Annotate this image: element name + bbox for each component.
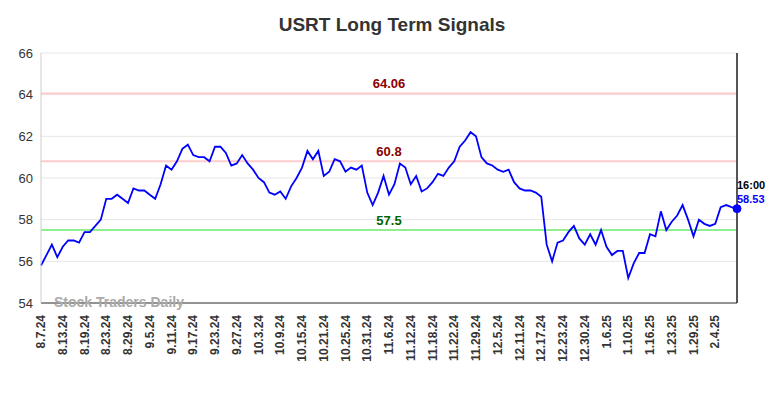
svg-text:1.10.25: 1.10.25 [621, 315, 635, 355]
svg-text:2.4.25: 2.4.25 [708, 315, 722, 349]
svg-text:60.8: 60.8 [376, 144, 401, 159]
svg-text:10.31.24: 10.31.24 [360, 315, 374, 362]
svg-text:8.19.24: 8.19.24 [78, 315, 92, 355]
svg-text:9.27.24: 9.27.24 [230, 315, 244, 355]
svg-text:1.29.25: 1.29.25 [687, 315, 701, 355]
svg-text:12.5.24: 12.5.24 [491, 315, 505, 355]
html-text:Stock Traders Daily: Stock Traders Daily [54, 294, 184, 310]
svg-text:1.16.25: 1.16.25 [643, 315, 657, 355]
svg-text:11.6.24: 11.6.24 [382, 315, 396, 355]
svg-text:57.5: 57.5 [376, 213, 401, 228]
svg-text:11.29.24: 11.29.24 [469, 315, 483, 361]
svg-text:1.6.25: 1.6.25 [600, 315, 614, 349]
svg-text:62: 62 [19, 129, 33, 144]
svg-text:9.17.24: 9.17.24 [186, 315, 200, 355]
svg-text:64: 64 [19, 87, 33, 102]
svg-text:64.06: 64.06 [373, 76, 406, 91]
svg-text:9.11.24: 9.11.24 [165, 315, 179, 355]
svg-text:8.29.24: 8.29.24 [121, 315, 135, 355]
svg-text:10.3.24: 10.3.24 [252, 315, 266, 355]
html-text:USRT Long Term Signals: USRT Long Term Signals [278, 14, 506, 35]
svg-text:1.23.25: 1.23.25 [665, 315, 679, 355]
svg-text:9.23.24: 9.23.24 [208, 315, 222, 355]
svg-text:10.15.24: 10.15.24 [295, 315, 309, 362]
svg-text:58: 58 [19, 212, 33, 227]
svg-text:56: 56 [19, 254, 33, 269]
svg-text:12.11.24: 12.11.24 [513, 315, 527, 361]
svg-text:60: 60 [19, 171, 33, 186]
svg-text:10.25.24: 10.25.24 [339, 315, 353, 362]
svg-text:16:00: 16:00 [737, 179, 765, 191]
svg-text:8.13.24: 8.13.24 [56, 315, 70, 355]
svg-text:54: 54 [19, 296, 33, 311]
svg-text:66: 66 [19, 46, 33, 61]
svg-text:10.9.24: 10.9.24 [273, 315, 287, 355]
svg-text:11.22.24: 11.22.24 [447, 315, 461, 361]
svg-text:9.5.24: 9.5.24 [143, 315, 157, 349]
svg-text:10.21.24: 10.21.24 [317, 315, 331, 362]
svg-text:8.23.24: 8.23.24 [99, 315, 113, 355]
svg-text:58.53: 58.53 [737, 193, 765, 205]
svg-text:12.17.24: 12.17.24 [534, 315, 548, 362]
svg-text:11.18.24: 11.18.24 [426, 315, 440, 361]
svg-text:12.30.24: 12.30.24 [578, 315, 592, 362]
svg-text:12.23.24: 12.23.24 [556, 315, 570, 362]
svg-text:11.12.24: 11.12.24 [404, 315, 418, 361]
svg-text:8.7.24: 8.7.24 [34, 315, 48, 349]
